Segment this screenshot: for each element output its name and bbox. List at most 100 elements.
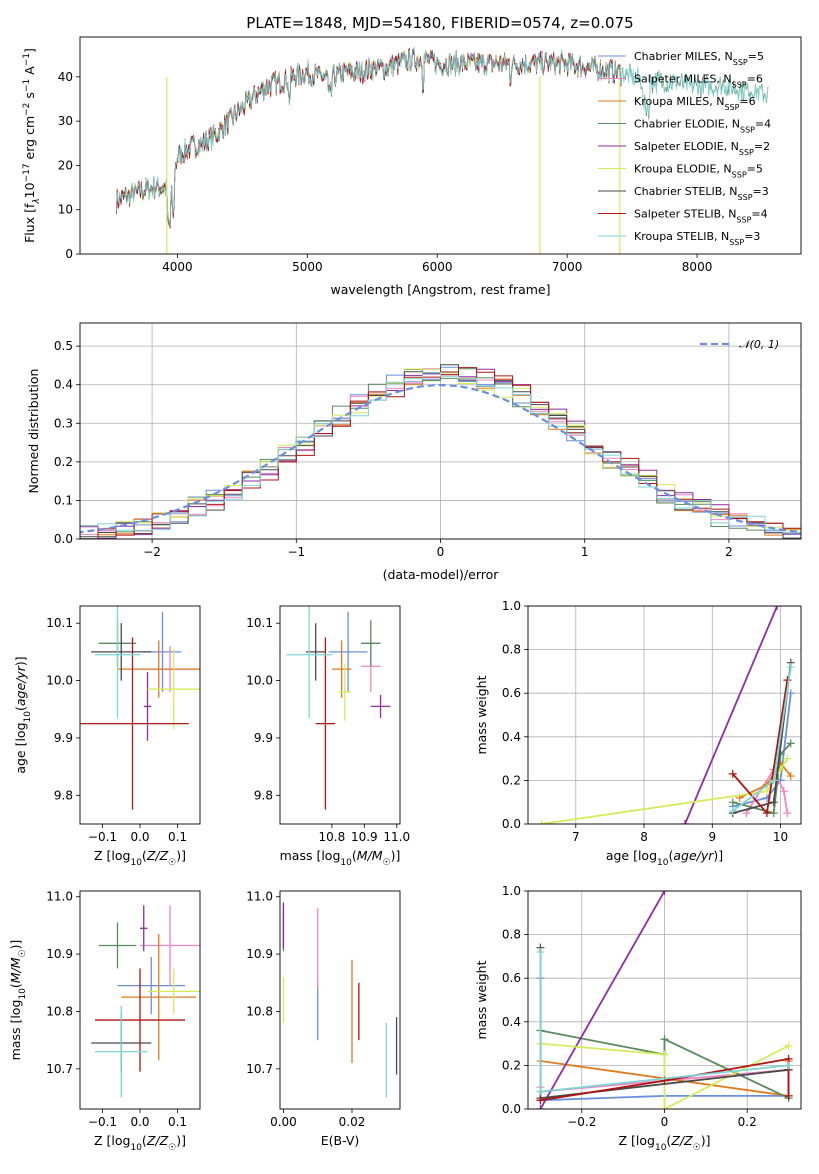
y-tick-label: 0.6 xyxy=(502,971,521,985)
y-tick-label: 10.0 xyxy=(246,674,273,688)
x-tick-label: 0 xyxy=(661,1115,669,1129)
histogram-step xyxy=(80,371,801,536)
axes-frame xyxy=(79,36,802,255)
x-tick-label: 0.0 xyxy=(130,1115,149,1129)
y-tick-label: 10.0 xyxy=(46,674,73,688)
spectrum-line xyxy=(116,46,769,226)
y-tick-label: 10 xyxy=(58,203,73,217)
x-axis-label: Z [log10(Z/Z☉)] xyxy=(94,848,186,868)
legend-entry: Chabrier MILES, NSSP=5 xyxy=(634,50,764,67)
y-tick-label: 0.5 xyxy=(54,339,73,353)
x-axis-label: Z [log10(Z/Z☉)] xyxy=(94,1133,186,1153)
x-tick-label: 10.8 xyxy=(319,830,346,844)
panel-age-vs-mass: 10.8 10.9 11.0 9.8 9.9 10.0 10.1 mass [log10(M/… xyxy=(246,605,410,868)
legend-entry: Chabrier ELODIE, NSSP=4 xyxy=(634,118,771,135)
x-tick-label: 0.2 xyxy=(738,1115,757,1129)
plot-area xyxy=(282,902,398,1098)
y-axis-label: mass [log10(M/M☉)] xyxy=(8,940,28,1061)
weight-marker xyxy=(769,809,778,818)
axes-frame xyxy=(527,890,802,1110)
y-axis-label: Flux [fλ10−17 erg cm−2 s−1 A−1] xyxy=(22,48,42,243)
y-tick-label: 20 xyxy=(58,158,73,172)
axes-frame xyxy=(79,890,201,1110)
x-axis-label: wavelength [Angstrom, rest frame] xyxy=(330,282,550,297)
x-tick-label: 2 xyxy=(725,545,733,559)
y-axis-label: Normed distribution xyxy=(26,369,41,494)
x-tick-label: −2 xyxy=(143,545,161,559)
x-tick-label: 4000 xyxy=(162,260,193,274)
weight-line xyxy=(540,1057,790,1102)
x-tick-label: 10 xyxy=(773,830,788,844)
weight-marker xyxy=(773,606,782,610)
weight-marker xyxy=(742,809,751,818)
weight-marker xyxy=(783,809,792,818)
axes-frame xyxy=(79,605,201,825)
weight-line xyxy=(684,606,778,824)
y-tick-label: 9.8 xyxy=(54,788,73,802)
x-tick-label: 7000 xyxy=(552,260,583,274)
y-tick-label: 11.0 xyxy=(246,890,273,904)
weight-marker xyxy=(786,772,795,781)
y-tick-label: 0.3 xyxy=(54,416,73,430)
x-tick-label: 0.1 xyxy=(168,830,187,844)
weight-marker xyxy=(728,806,737,815)
x-tick-label: −0.1 xyxy=(88,830,117,844)
weight-marker xyxy=(536,1096,545,1105)
x-axis-label: (data-model)/error xyxy=(383,567,500,582)
axes-frame xyxy=(279,605,401,825)
x-tick-label: 0.02 xyxy=(339,1115,366,1129)
plot-area xyxy=(537,606,795,824)
weight-marker xyxy=(784,1041,793,1050)
weight-line xyxy=(732,693,792,808)
legend-entry: 𝒩(0, 1) xyxy=(739,338,779,351)
weight-marker xyxy=(660,1105,669,1109)
x-tick-label: 9 xyxy=(708,830,716,844)
x-tick-label: 1 xyxy=(581,545,589,559)
x-tick-label: −1 xyxy=(287,545,305,559)
panel-mass-vs-Z: −0.1 0.0 0.1 10.7 10.8 10.9 11.0 Z [log10(Z/Z☉)… xyxy=(8,890,201,1153)
y-axis-label: age [log10(age/yr)] xyxy=(13,656,33,773)
weight-marker xyxy=(784,1091,793,1100)
weight-marker xyxy=(769,776,778,785)
x-tick-label: 7 xyxy=(572,830,580,844)
x-tick-label: 0.00 xyxy=(270,1115,297,1129)
weight-marker xyxy=(536,1105,545,1109)
x-axis-label: Z [log10(Z/Z☉)] xyxy=(619,1133,711,1153)
weight-marker xyxy=(762,809,771,818)
y-tick-label: 9.9 xyxy=(254,731,273,745)
x-tick-label: 6000 xyxy=(422,260,453,274)
weight-marker xyxy=(728,798,737,807)
y-tick-label: 9.9 xyxy=(54,731,73,745)
weight-line xyxy=(539,891,666,1109)
plot-area xyxy=(286,606,391,810)
weight-marker xyxy=(783,676,792,685)
legend-entry: Kroupa ELODIE, NSSP=5 xyxy=(634,163,763,180)
y-tick-label: 0.8 xyxy=(502,643,521,657)
x-tick-label: 11.0 xyxy=(383,830,410,844)
x-tick-label: −0.2 xyxy=(567,1115,596,1129)
figure-title: PLATE=1848, MJD=54180, FIBERID=0574, z=0… xyxy=(246,14,633,32)
legend-entry: Chabrier STELIB, NSSP=3 xyxy=(634,185,769,202)
x-tick-label: 10.9 xyxy=(351,830,378,844)
y-tick-label: 10.7 xyxy=(246,1062,273,1076)
spectrum-line xyxy=(116,48,622,225)
y-tick-label: 10.8 xyxy=(46,1004,73,1018)
y-axis-label: mass weight xyxy=(474,675,489,754)
plot-area xyxy=(91,905,200,1098)
legend-entry: Salpeter ELODIE, NSSP=2 xyxy=(634,140,770,157)
weight-marker xyxy=(728,769,737,778)
weight-marker xyxy=(779,787,788,796)
y-tick-label: 30 xyxy=(58,114,73,128)
axes-frame xyxy=(279,890,401,1110)
plot-area xyxy=(80,364,801,539)
y-tick-label: 40 xyxy=(58,70,73,84)
axes-frame xyxy=(527,605,802,825)
x-tick-label: 8 xyxy=(640,830,648,844)
x-axis-label: mass [log10(M/M☉)] xyxy=(280,848,401,868)
y-tick-label: 10.8 xyxy=(246,1004,273,1018)
weight-marker xyxy=(784,1061,793,1070)
weight-marker xyxy=(680,820,689,824)
y-tick-label: 11.0 xyxy=(46,890,73,904)
weight-marker xyxy=(786,739,795,748)
plot-area xyxy=(80,606,200,810)
